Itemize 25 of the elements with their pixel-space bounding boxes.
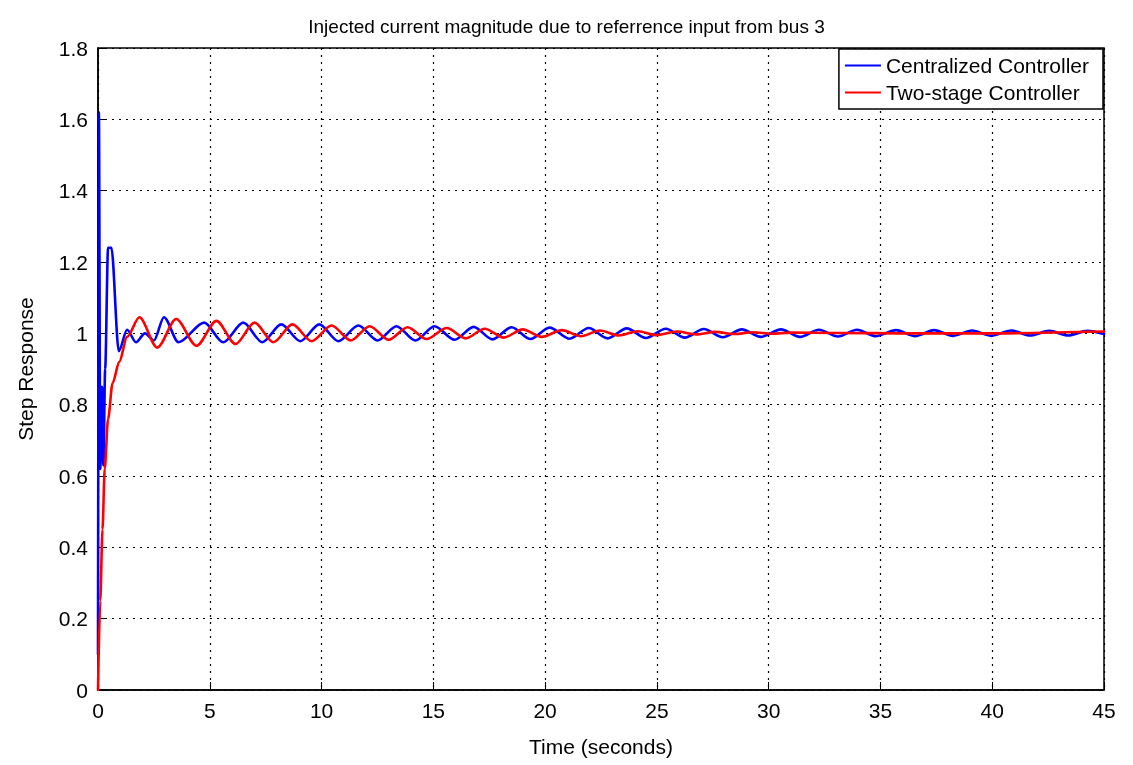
x-tick-label: 30 — [756, 699, 781, 722]
x-tick-label: 40 — [980, 699, 1004, 722]
x-tick-label: 0 — [92, 699, 104, 722]
x-tick-label: 15 — [421, 699, 446, 722]
y-tick-label: 1.2 — [58, 250, 88, 274]
legend-label: Centralized Controller — [885, 54, 1090, 77]
y-tick-label: 1.8 — [58, 36, 88, 60]
x-tick-label: 5 — [203, 699, 216, 722]
chart-title: Injected current magnitude due to referrence input from bus 3 — [308, 16, 825, 37]
x-tick-label: 20 — [533, 699, 557, 722]
x-tick-label: 35 — [868, 699, 893, 722]
legend-label: Two-stage Controller — [885, 81, 1080, 104]
x-tick-label: 10 — [309, 699, 334, 722]
y-tick-label: 0 — [76, 678, 88, 702]
y-axis-title: Step Response — [14, 297, 37, 441]
y-tick-label: 1.6 — [58, 107, 88, 131]
y-tick-label: 0.4 — [58, 535, 89, 559]
y-tick-label: 0.6 — [58, 464, 88, 488]
x-tick-label: 45 — [1092, 699, 1116, 722]
y-tick-label: 0.8 — [58, 393, 88, 417]
x-tick-label: 25 — [645, 699, 669, 722]
y-tick-label: 1.4 — [58, 179, 89, 203]
x-axis-title: Time (seconds) — [529, 735, 673, 758]
y-tick-label: 0.2 — [58, 607, 88, 631]
y-tick-label: 1 — [76, 321, 88, 345]
